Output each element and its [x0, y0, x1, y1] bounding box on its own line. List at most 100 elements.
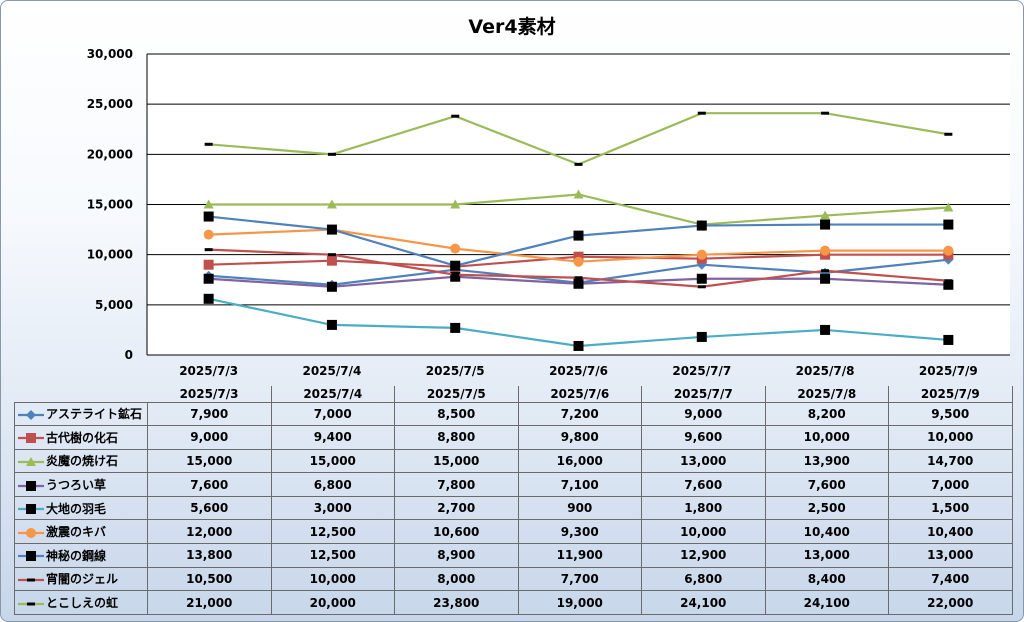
table-cell: 9,300 — [517, 519, 642, 545]
table-row: 炎魔の焼け石 15,000 15,000 15,000 16,000 13,000 13,9… — [14, 448, 1013, 474]
data-point — [944, 132, 953, 136]
data-point — [450, 260, 461, 271]
table-cell: 7,000 — [270, 401, 395, 427]
data-point — [820, 245, 831, 256]
legend-marker — [26, 456, 36, 466]
table-column-header: 2025/7/9 — [888, 386, 1013, 403]
table-cell: 12,900 — [641, 543, 766, 568]
y-axis-ticks: 0 5,000 10,000 15,000 20,000 25,000 30,000 — [87, 47, 133, 362]
y-tick-label: 20,000 — [87, 147, 133, 161]
data-point — [326, 319, 337, 330]
table-cell: 8,500 — [394, 401, 519, 427]
legend-label: 神秘の鋼線 — [46, 548, 107, 563]
data-point — [573, 256, 584, 267]
table-cell: 12,000 — [147, 519, 272, 545]
table-cell: 7,600 — [764, 472, 889, 497]
table-cell: 15,000 — [270, 448, 395, 474]
table-cell: 16,000 — [517, 448, 642, 474]
legend-key — [18, 578, 44, 582]
series-5 — [203, 293, 954, 351]
table-cell: 22,000 — [888, 590, 1013, 615]
table-cell: 19,000 — [517, 590, 642, 615]
table-cell: 23,800 — [394, 590, 519, 615]
table-cell: 7,100 — [517, 472, 642, 497]
table-cell: 6,800 — [270, 472, 395, 497]
data-point — [943, 202, 954, 212]
legend-label: 激震のキバ — [46, 525, 107, 540]
y-tick-label: 15,000 — [87, 198, 133, 212]
data-point — [203, 273, 214, 284]
legend-marker — [27, 578, 35, 582]
legend-entry: 古代樹の化石 — [14, 425, 148, 450]
y-tick-label: 0 — [125, 348, 133, 362]
data-point — [203, 259, 214, 270]
data-point — [696, 331, 707, 342]
table-cell: 7,600 — [641, 472, 766, 497]
table-cell: 6,800 — [641, 566, 766, 592]
legend-entry: 炎魔の焼け石 — [14, 448, 148, 474]
table-cell: 24,100 — [764, 590, 889, 615]
table-column-header: 2025/7/5 — [394, 386, 519, 403]
legend-key — [18, 551, 44, 562]
table-column-header: 2025/7/3 — [147, 386, 272, 403]
data-point — [573, 340, 584, 351]
legend-marker — [27, 602, 35, 606]
data-point — [943, 219, 954, 230]
table-cell: 2,500 — [764, 495, 889, 521]
series-lines — [203, 111, 954, 351]
table-cell: 9,000 — [641, 401, 766, 427]
legend-entry: とこしえの虹 — [14, 590, 148, 615]
table-cell: 12,500 — [270, 519, 395, 545]
table-cell: 10,000 — [641, 519, 766, 545]
data-point — [943, 279, 954, 290]
table-cell: 8,900 — [394, 543, 519, 568]
table-cell: 8,000 — [394, 566, 519, 592]
table-cell: 10,600 — [394, 519, 519, 545]
table-cell: 10,400 — [764, 519, 889, 545]
table-cell: 9,000 — [147, 425, 272, 450]
table-cell: 7,900 — [147, 401, 272, 427]
data-point — [450, 322, 461, 333]
table-row: うつろい草 7,600 6,800 7,800 7,100 7,600 7,600 7,000 — [14, 472, 1013, 497]
table-cell: 10,000 — [764, 425, 889, 450]
legend-key — [18, 527, 44, 538]
table-cell: 21,000 — [147, 590, 272, 615]
table-row: 宵闇のジェル 10,500 10,000 8,000 7,700 6,800 8,400 7,… — [14, 566, 1013, 592]
table-cell: 7,400 — [888, 566, 1013, 592]
legend-label: 炎魔の焼け石 — [46, 454, 119, 469]
legend-entry: 宵闇のジェル — [14, 566, 148, 592]
data-point — [821, 269, 830, 273]
legend-entry: 神秘の鋼線 — [14, 543, 148, 568]
table-cell: 9,800 — [517, 425, 642, 450]
legend-label: 宵闇のジェル — [46, 572, 119, 587]
data-point — [821, 111, 830, 115]
data-point — [573, 230, 584, 241]
table-cell: 9,600 — [641, 425, 766, 450]
table-row: 激震のキバ 12,000 12,500 10,600 9,300 10,000 10,400… — [14, 519, 1013, 545]
legend-marker — [26, 551, 36, 562]
data-point — [574, 276, 583, 280]
data-point — [327, 152, 336, 156]
legend-marker — [26, 527, 36, 538]
data-point — [203, 293, 214, 304]
table-cell: 7,800 — [394, 472, 519, 497]
legend-key — [18, 504, 44, 515]
data-point — [450, 271, 461, 282]
data-point — [820, 210, 831, 220]
table-cell: 13,900 — [764, 448, 889, 474]
table-column-header: 2025/7/6 — [518, 386, 642, 403]
table-cell: 9,500 — [888, 401, 1013, 427]
series-8 — [204, 248, 953, 289]
table-cell: 14,700 — [888, 448, 1013, 474]
table-row: アステライト鉱石 7,900 7,000 8,500 7,200 9,000 8,200 9,… — [14, 401, 1013, 427]
series-9 — [204, 111, 953, 166]
data-point — [943, 245, 954, 256]
x-tick-label: 2025/7/3 — [179, 364, 238, 378]
legend-key — [18, 409, 44, 420]
table-cell: 1,500 — [888, 495, 1013, 521]
legend-label: 大地の羽毛 — [46, 501, 107, 516]
x-tick-label: 2025/7/5 — [426, 364, 485, 378]
y-tick-label: 10,000 — [87, 248, 133, 262]
table-cell: 15,000 — [147, 448, 272, 474]
legend-entry: 大地の羽毛 — [14, 495, 148, 521]
